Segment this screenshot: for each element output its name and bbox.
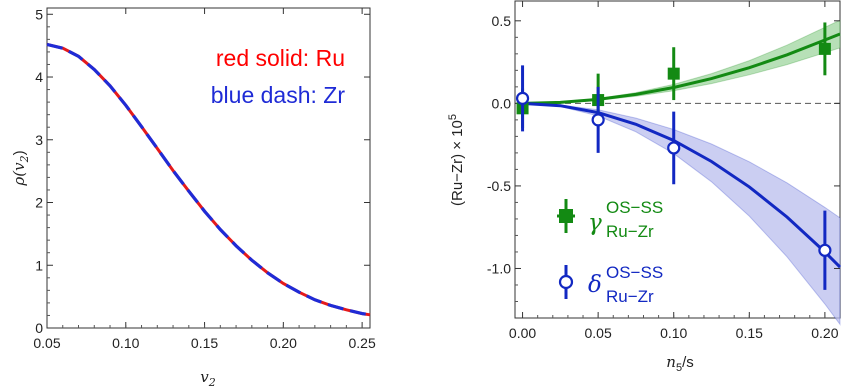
fit-curve-delta: [522, 101, 842, 269]
right-y-tick-label: 0.0: [492, 95, 512, 111]
right-y-tick-label: -0.5: [487, 178, 511, 194]
legend-gamma-marker: [559, 209, 573, 223]
left-x-tick-label: 0.25: [348, 335, 375, 351]
left-x-tick-label: 0.10: [112, 335, 139, 351]
band-gamma: [522, 19, 841, 104]
point-delta: [818, 243, 832, 257]
right-y-axis-title: (Ru−Zr) × 105: [447, 114, 466, 206]
right-points: [515, 22, 832, 290]
legend-delta-symbol: δ: [588, 272, 602, 298]
fit-curve-gamma: [522, 32, 841, 105]
left-tick-labels: 0.05 0.10 0.15 0.20 0.25 0 1 2 3 4 5: [33, 6, 376, 351]
legend-delta-sup: OS−SS: [606, 263, 663, 282]
right-panel: 0.00 0.05 0.10 0.15 0.20 0.5 0.0 -0.5 -1.0 γ OS−…: [447, 0, 842, 374]
right-tick-labels: 0.00 0.05 0.10 0.15 0.20 0.5 0.0 -0.5 -1.0: [487, 13, 839, 341]
annotation-ru: red solid: Ru: [216, 45, 345, 71]
right-x-tick-label: 0.05: [585, 325, 612, 341]
legend-gamma: γ OS−SS Ru−Zr: [557, 198, 663, 241]
right-x-tick-label: 0.10: [660, 325, 687, 341]
point-gamma: [667, 67, 680, 80]
right-ticks: [515, 1, 840, 318]
right-x-axis-title: n5/s: [666, 353, 693, 374]
legend-gamma-sub: Ru−Zr: [606, 222, 654, 241]
band-delta: [522, 102, 841, 326]
legend-delta-marker: [558, 274, 574, 290]
left-y-tick-label: 1: [35, 257, 43, 273]
left-x-tick-label: 0.20: [270, 335, 297, 351]
left-y-tick-label: 0: [35, 320, 43, 336]
annotation-zr: blue dash: Zr: [211, 82, 346, 108]
left-y-tick-label: 4: [35, 69, 43, 85]
legend-gamma-sup: OS−SS: [606, 198, 663, 217]
point-delta: [667, 141, 681, 155]
right-y-tick-label: -1.0: [487, 260, 511, 276]
left-y-axis-title: ρ(v2): [10, 150, 31, 186]
left-ticks: [46, 8, 370, 329]
legend-gamma-symbol: γ: [588, 210, 602, 236]
right-y-tick-label: 0.5: [492, 13, 512, 29]
left-y-tick-label: 2: [35, 195, 43, 211]
left-y-tick-label: 5: [35, 6, 43, 22]
left-y-tick-label: 3: [35, 132, 43, 148]
left-x-tick-label: 0.15: [191, 335, 218, 351]
right-fit-curves: [522, 32, 842, 269]
right-x-tick-label: 0.20: [811, 325, 838, 341]
legend-delta-sub: Ru−Zr: [606, 287, 654, 306]
left-x-axis-title: v2: [200, 368, 215, 387]
left-panel: 0.05 0.10 0.15 0.20 0.25 0 1 2 3 4 5 red solid: Ru…: [10, 6, 376, 387]
point-delta: [591, 113, 605, 127]
left-plot-frame: [46, 7, 371, 329]
legend-delta: δ OS−SS Ru−Zr: [558, 263, 663, 306]
left-lines: [46, 42, 371, 317]
line-ru: [46, 42, 371, 317]
right-x-tick-label: 0.15: [736, 325, 763, 341]
point-delta: [515, 91, 530, 106]
right-x-tick-label: 0.00: [509, 325, 536, 341]
point-gamma: [818, 42, 831, 55]
left-x-tick-label: 0.05: [33, 335, 60, 351]
right-plot-frame: [514, 0, 841, 319]
